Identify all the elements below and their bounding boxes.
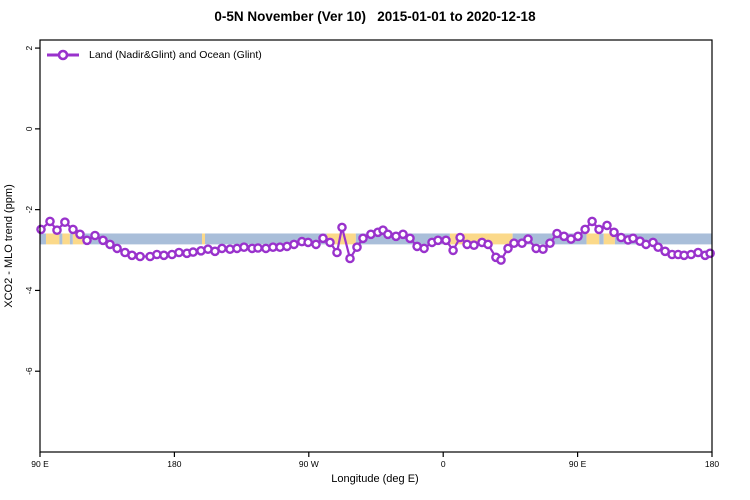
data-point (45, 216, 55, 227)
data-point (253, 243, 263, 253)
data-point (602, 220, 612, 231)
y-axis-label: XCO2 - MLO trend (ppm) (3, 184, 15, 308)
data-point (523, 234, 533, 244)
band-segment-yellow (202, 233, 206, 245)
band-segment-blue (59, 233, 63, 245)
data-point (90, 230, 100, 241)
data-point (419, 243, 429, 254)
legend-marker-icon (47, 49, 79, 61)
data-point (98, 235, 108, 246)
data-point (174, 247, 184, 258)
data-point (82, 235, 92, 246)
data-point (52, 225, 62, 235)
band-segment-yellow (603, 233, 615, 245)
data-point (383, 229, 393, 240)
chart-title: 0-5N November (Ver 10) 2015-01-01 to 202… (214, 9, 536, 24)
x-tick-label: 0 (441, 459, 446, 469)
data-point (36, 224, 46, 235)
data-point (352, 242, 362, 252)
band-segment-yellow (326, 233, 356, 245)
y-tick-label: -6 (24, 367, 34, 375)
data-point (325, 237, 335, 248)
data-point (75, 229, 85, 240)
data-point (580, 224, 590, 235)
x-tick-label: 90 W (299, 459, 319, 469)
legend-label: Land (Nadir&Glint) and Ocean (Glint) (89, 49, 262, 61)
data-point (705, 248, 715, 259)
data-point (337, 222, 347, 233)
data-point (483, 239, 493, 250)
y-tick-label: -2 (24, 206, 34, 214)
data-point (105, 239, 115, 250)
data-point (345, 253, 355, 264)
x-axis-label: Longitude (deg E) (331, 473, 419, 485)
data-point (496, 255, 506, 265)
data-point (135, 251, 145, 262)
x-tick-label: 180 (705, 459, 719, 469)
x-tick-label: 90 E (569, 459, 587, 469)
data-point (538, 244, 548, 254)
band-segment-yellow (586, 233, 600, 245)
data-point (573, 231, 583, 242)
band-segment-blue (205, 233, 327, 245)
data-point (303, 237, 313, 248)
data-point (68, 224, 78, 235)
data-point (545, 238, 555, 248)
data-point (127, 250, 137, 261)
band-segment-blue (69, 233, 73, 245)
data-point (509, 238, 519, 248)
y-tick-label: 0 (24, 126, 34, 131)
band-segment-yellow (45, 233, 60, 245)
data-point (332, 247, 342, 258)
band-segment-blue (599, 233, 604, 245)
x-tick-label: 90 E (31, 459, 49, 469)
data-point (239, 242, 249, 252)
data-point (587, 216, 597, 227)
data-point (609, 227, 619, 238)
data-point (503, 243, 513, 254)
data-point (594, 224, 604, 235)
y-tick-label: -4 (24, 286, 34, 294)
data-point (159, 250, 169, 261)
data-point (112, 243, 122, 254)
data-point (358, 233, 368, 244)
data-point (405, 233, 415, 244)
data-point (398, 229, 408, 240)
legend: Land (Nadir&Glint) and Ocean (Glint) (46, 48, 262, 62)
data-point (217, 243, 227, 254)
band-segment-blue (614, 233, 712, 245)
data-point (441, 235, 451, 246)
plot-border (39, 39, 713, 453)
data-point (448, 245, 458, 256)
data-point (653, 242, 663, 252)
data-point (289, 239, 299, 250)
band-segment-yellow (72, 233, 84, 245)
data-point (455, 232, 465, 243)
data-point (433, 235, 443, 246)
x-tick-label: 180 (167, 459, 181, 469)
data-point (188, 247, 198, 257)
data-point (469, 240, 479, 250)
data-point (311, 239, 321, 250)
band-segment-blue (40, 233, 46, 245)
data-point (318, 233, 328, 244)
data-point (60, 217, 70, 227)
band-segment-blue (83, 233, 203, 245)
band-segment-yellow (62, 233, 70, 245)
y-tick-label: 2 (24, 45, 34, 50)
